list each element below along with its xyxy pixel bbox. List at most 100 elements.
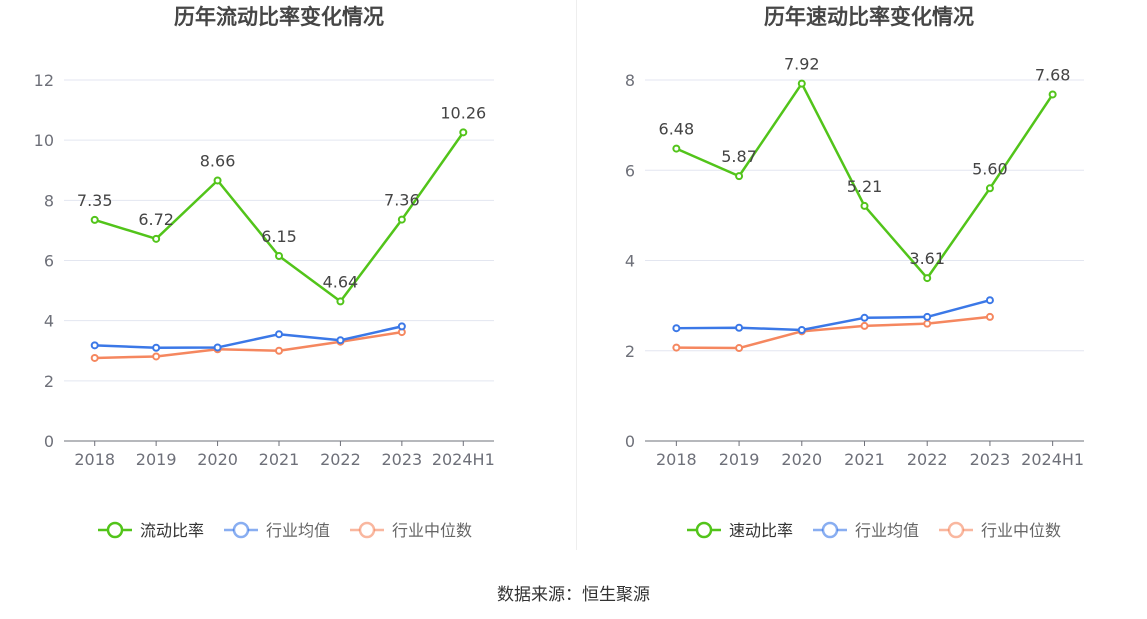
series-line bbox=[94, 330, 403, 360]
data-point bbox=[735, 323, 744, 332]
legend-marker bbox=[947, 521, 965, 539]
data-point bbox=[336, 297, 345, 306]
data-point bbox=[1048, 90, 1057, 99]
series-line bbox=[676, 299, 991, 332]
x-tick-label: 2023 bbox=[381, 450, 422, 469]
data-point bbox=[735, 172, 744, 181]
legend-item-3: 行业中位数 bbox=[939, 521, 1061, 540]
y-tick-label: 4 bbox=[44, 312, 54, 331]
data-point bbox=[923, 312, 932, 321]
x-tick-label: 2022 bbox=[907, 450, 948, 469]
legend-label: 流动比率 bbox=[140, 521, 204, 540]
y-tick-label: 4 bbox=[625, 252, 635, 271]
x-tick-label: 2020 bbox=[197, 450, 238, 469]
legend-label: 速动比率 bbox=[729, 521, 793, 540]
data-point bbox=[985, 184, 994, 193]
chart-panel-2: 历年速动比率变化情况 0 2 4 6 8 2018 2019 2020 2021 2022 2023 2… bbox=[625, 5, 1084, 540]
y-tick-label: 0 bbox=[44, 432, 54, 451]
legend-item-3: 行业中位数 bbox=[350, 521, 472, 540]
data-point bbox=[860, 321, 869, 330]
y-tick-label: 2 bbox=[625, 342, 635, 361]
data-point bbox=[672, 343, 681, 352]
data-point bbox=[152, 234, 161, 243]
data-point bbox=[797, 325, 806, 334]
series-2 bbox=[672, 296, 994, 334]
data-label: 5.21 bbox=[847, 177, 883, 196]
series-3 bbox=[90, 328, 406, 362]
data-label: 6.48 bbox=[659, 120, 695, 139]
y-tick-label: 6 bbox=[625, 161, 635, 180]
series-line bbox=[676, 315, 991, 350]
legend-item-2: 行业均值 bbox=[813, 521, 919, 540]
x-tick-label: 2021 bbox=[844, 450, 885, 469]
data-point bbox=[672, 144, 681, 153]
legend-marker bbox=[821, 521, 839, 539]
x-tick-label: 2024H1 bbox=[432, 450, 495, 469]
data-point bbox=[90, 215, 99, 224]
data-point bbox=[152, 352, 161, 361]
data-point bbox=[797, 79, 806, 88]
x-tick-label: 2018 bbox=[656, 450, 697, 469]
y-tick-label: 6 bbox=[44, 252, 54, 271]
data-point bbox=[860, 201, 869, 210]
data-label: 7.92 bbox=[784, 55, 820, 74]
charts-svg: 历年流动比率变化情况 0 2 4 6 8 10 12 2018 2019 2020 2021 2022 2… bbox=[34, 5, 1084, 540]
data-point bbox=[923, 274, 932, 283]
x-tick-label: 2021 bbox=[259, 450, 300, 469]
y-tick-label: 8 bbox=[44, 191, 54, 210]
legend-item-2: 行业均值 bbox=[224, 521, 330, 540]
data-point bbox=[735, 344, 744, 353]
data-point bbox=[213, 176, 222, 185]
data-point bbox=[275, 346, 283, 355]
data-point bbox=[397, 215, 406, 224]
chart-title: 历年速动比率变化情况 bbox=[764, 5, 974, 29]
y-tick-label: 0 bbox=[625, 432, 635, 451]
y-tick-label: 10 bbox=[34, 131, 54, 150]
legend-label: 行业均值 bbox=[266, 521, 330, 540]
data-point bbox=[923, 319, 932, 328]
y-tick-label: 12 bbox=[34, 71, 54, 90]
data-point bbox=[213, 343, 222, 352]
data-label: 7.36 bbox=[384, 191, 420, 210]
data-point bbox=[90, 341, 99, 350]
x-tick-label: 2023 bbox=[970, 450, 1011, 469]
data-label: 10.26 bbox=[440, 103, 486, 122]
data-label: 7.68 bbox=[1035, 65, 1071, 84]
legend-label: 行业均值 bbox=[855, 521, 919, 540]
data-label: 6.15 bbox=[261, 227, 297, 246]
data-point bbox=[275, 251, 283, 260]
y-tick-label: 2 bbox=[44, 372, 54, 391]
data-point bbox=[860, 313, 869, 322]
legend-marker bbox=[106, 521, 124, 539]
data-label: 6.72 bbox=[138, 210, 174, 229]
x-tick-label: 2019 bbox=[719, 450, 760, 469]
data-point bbox=[152, 343, 161, 352]
data-label: 3.61 bbox=[909, 249, 945, 268]
legend-item-1: 速动比率 bbox=[687, 521, 793, 540]
panel-divider bbox=[576, 0, 577, 550]
legend-marker bbox=[695, 521, 713, 539]
legend-marker bbox=[358, 521, 376, 539]
y-tick-label: 8 bbox=[625, 71, 635, 90]
legend-marker bbox=[232, 521, 250, 539]
data-source-note: 数据来源：恒生聚源 bbox=[497, 585, 650, 605]
data-point bbox=[985, 312, 994, 321]
data-point bbox=[672, 324, 681, 333]
data-label: 7.35 bbox=[77, 191, 113, 210]
series-1: 6.48 5.87 7.92 5.21 3.61 5.60 7.68 bbox=[659, 55, 1071, 283]
chart-title: 历年流动比率变化情况 bbox=[174, 5, 384, 29]
data-point bbox=[90, 353, 99, 362]
series-2 bbox=[90, 322, 406, 352]
x-tick-label: 2018 bbox=[74, 450, 115, 469]
series-line bbox=[94, 325, 403, 349]
x-tick-label: 2022 bbox=[320, 450, 361, 469]
legend-label: 行业中位数 bbox=[392, 521, 472, 540]
data-point bbox=[459, 128, 468, 137]
data-label: 8.66 bbox=[200, 151, 236, 170]
chart-panel-1: 历年流动比率变化情况 0 2 4 6 8 10 12 2018 2019 2020 2021 2022 2… bbox=[34, 5, 495, 540]
data-point bbox=[985, 296, 994, 305]
x-tick-label: 2019 bbox=[136, 450, 177, 469]
data-point bbox=[275, 330, 283, 339]
x-tick-label: 2024H1 bbox=[1021, 450, 1084, 469]
